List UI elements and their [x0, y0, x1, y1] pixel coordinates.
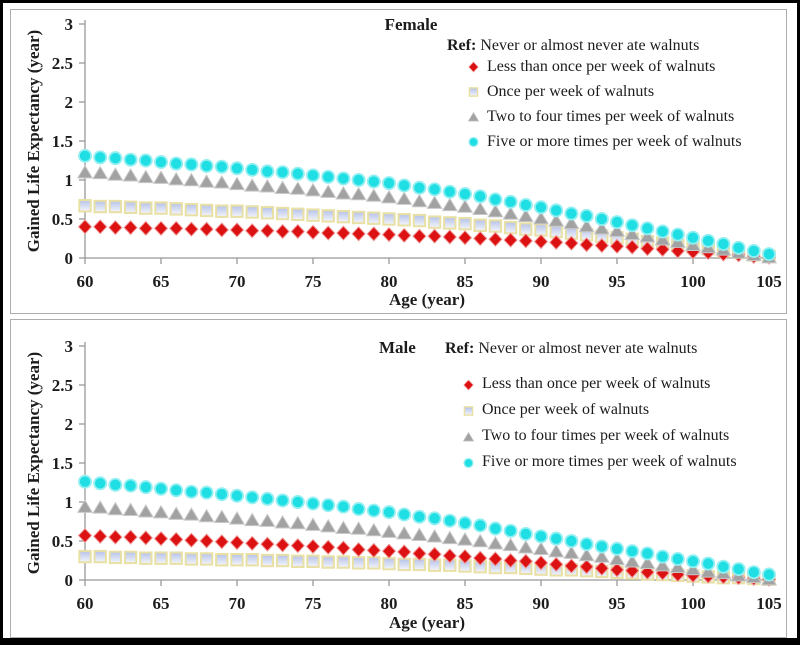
legend: Less than once per week of walnuts Once p…	[461, 371, 737, 475]
x-tick-label: 65	[153, 594, 170, 613]
axes: 0 0.5 1 1.5 2 2.5 3 60 65 70 75 80 85 90 95 100 105	[52, 15, 782, 291]
y-tick-label: 0.5	[52, 210, 73, 229]
x-axis-title: Age (year)	[389, 613, 465, 632]
chart-title: Male	[379, 338, 416, 357]
y-axis-title: Gained Life Expectancy (year)	[24, 351, 43, 575]
x-tick-label: 60	[77, 594, 94, 613]
legend-item: Less than once per week of walnuts	[466, 54, 742, 79]
series-diamond	[77, 527, 777, 587]
y-tick-label: 2.5	[52, 376, 73, 395]
series-square	[78, 199, 776, 264]
series-triangle	[76, 499, 778, 586]
x-tick-label: 85	[457, 594, 474, 613]
legend-item: Less than once per week of walnuts	[461, 371, 737, 397]
diamond-marker-icon	[468, 61, 479, 73]
circle-marker-icon	[463, 457, 474, 468]
x-tick-label: 70	[229, 594, 246, 613]
male-chart-panel: 0 0.5 1 1.5 2 2.5 3 60 65 70 75 80 85 90 95 100 105 Gain…	[10, 319, 787, 638]
legend-item-label: Less than once per week of walnuts	[487, 57, 716, 75]
legend-item: Two to four times per week of walnuts	[461, 423, 737, 449]
y-axis-title: Gained Life Expectancy (year)	[24, 29, 43, 253]
x-tick-label: 60	[77, 272, 94, 291]
legend-item-label: Less than once per week of walnuts	[482, 375, 711, 392]
x-axis-title: Age (year)	[389, 290, 465, 309]
y-tick-label: 0.5	[52, 532, 73, 551]
x-tick-label: 100	[680, 272, 706, 291]
x-tick-label: 100	[680, 594, 706, 613]
triangle-marker-icon	[467, 111, 480, 122]
female-chart-plot: 0 0.5 1 1.5 2 2.5 3 60 65 70 75 80 85 90 95 100 105	[52, 15, 782, 291]
y-tick-label: 3	[65, 15, 74, 34]
legend-ref-text: Never or almost never ate walnuts	[478, 340, 698, 357]
x-tick-label: 105	[756, 594, 782, 613]
legend-item: Once per week of walnuts	[461, 397, 737, 423]
y-tick-label: 2.5	[52, 54, 73, 73]
legend-ref-label: Ref:	[447, 37, 477, 54]
legend-item-label: Once per week of walnuts	[482, 401, 650, 418]
x-tick-label: 75	[305, 594, 322, 613]
legend-ref-line: Ref: Never or almost never ate walnuts	[445, 338, 727, 360]
square-marker-icon	[463, 405, 474, 416]
legend-ref-line: Ref: Never or almost never ate walnuts	[447, 35, 699, 57]
x-tick-label: 95	[609, 272, 626, 291]
x-tick-label: 80	[381, 594, 398, 613]
legend-item-label: Five or more times per week of walnuts	[482, 453, 737, 470]
x-tick-label: 90	[533, 272, 550, 291]
male-chart-plot: 0 0.5 1 1.5 2 2.5 3 60 65 70 75 80 85 90 95 100 105	[52, 337, 782, 613]
series-circle	[78, 474, 777, 582]
square-marker-icon	[468, 87, 479, 97]
legend-item: Five or more times per week of walnuts	[466, 129, 742, 154]
y-tick-label: 0	[65, 249, 74, 268]
triangle-marker-icon	[462, 431, 475, 441]
y-tick-label: 2	[65, 93, 74, 112]
figure-background: 0 0.5 1 1.5 2 2.5 3 60 65 70 75 80 85 90 95 100 105 Gain…	[3, 3, 797, 638]
y-tick-label: 2	[65, 415, 74, 434]
circle-marker-icon	[468, 136, 479, 148]
legend-item-label: Two to four times per week of walnuts	[487, 107, 735, 125]
y-tick-label: 1.5	[52, 454, 73, 473]
legend-item-label: Five or more times per week of walnuts	[487, 132, 742, 150]
legend-item-label: Once per week of walnuts	[487, 82, 655, 100]
x-tick-label: 85	[457, 272, 474, 291]
legend-item-label: Two to four times per week of walnuts	[482, 427, 730, 444]
y-tick-label: 0	[65, 571, 74, 590]
x-tick-label: 90	[533, 594, 550, 613]
legend: Less than once per week of walnuts Once p…	[466, 54, 742, 154]
series-circle	[78, 148, 777, 262]
x-tick-label: 95	[609, 594, 626, 613]
female-chart-panel: 0 0.5 1 1.5 2 2.5 3 60 65 70 75 80 85 90 95 100 105 Gain…	[10, 9, 787, 314]
legend-item: Two to four times per week of walnuts	[466, 104, 742, 129]
y-tick-label: 1	[65, 171, 74, 190]
legend-item: Once per week of walnuts	[466, 79, 742, 104]
y-tick-label: 1.5	[52, 132, 73, 151]
axes: 0 0.5 1 1.5 2 2.5 3 60 65 70 75 80 85 90 95 100 105	[52, 337, 782, 613]
x-tick-label: 70	[229, 272, 246, 291]
legend-ref-text: Never or almost never ate walnuts	[480, 37, 700, 54]
y-tick-label: 1	[65, 493, 74, 512]
x-tick-label: 75	[305, 272, 322, 291]
diamond-marker-icon	[463, 379, 474, 390]
x-tick-label: 105	[756, 272, 782, 291]
legend-ref-label: Ref:	[445, 340, 475, 357]
legend-item: Five or more times per week of walnuts	[461, 449, 737, 475]
chart-title: Female	[384, 15, 438, 34]
x-tick-label: 65	[153, 272, 170, 291]
y-tick-label: 3	[65, 337, 74, 356]
x-tick-label: 80	[381, 272, 398, 291]
